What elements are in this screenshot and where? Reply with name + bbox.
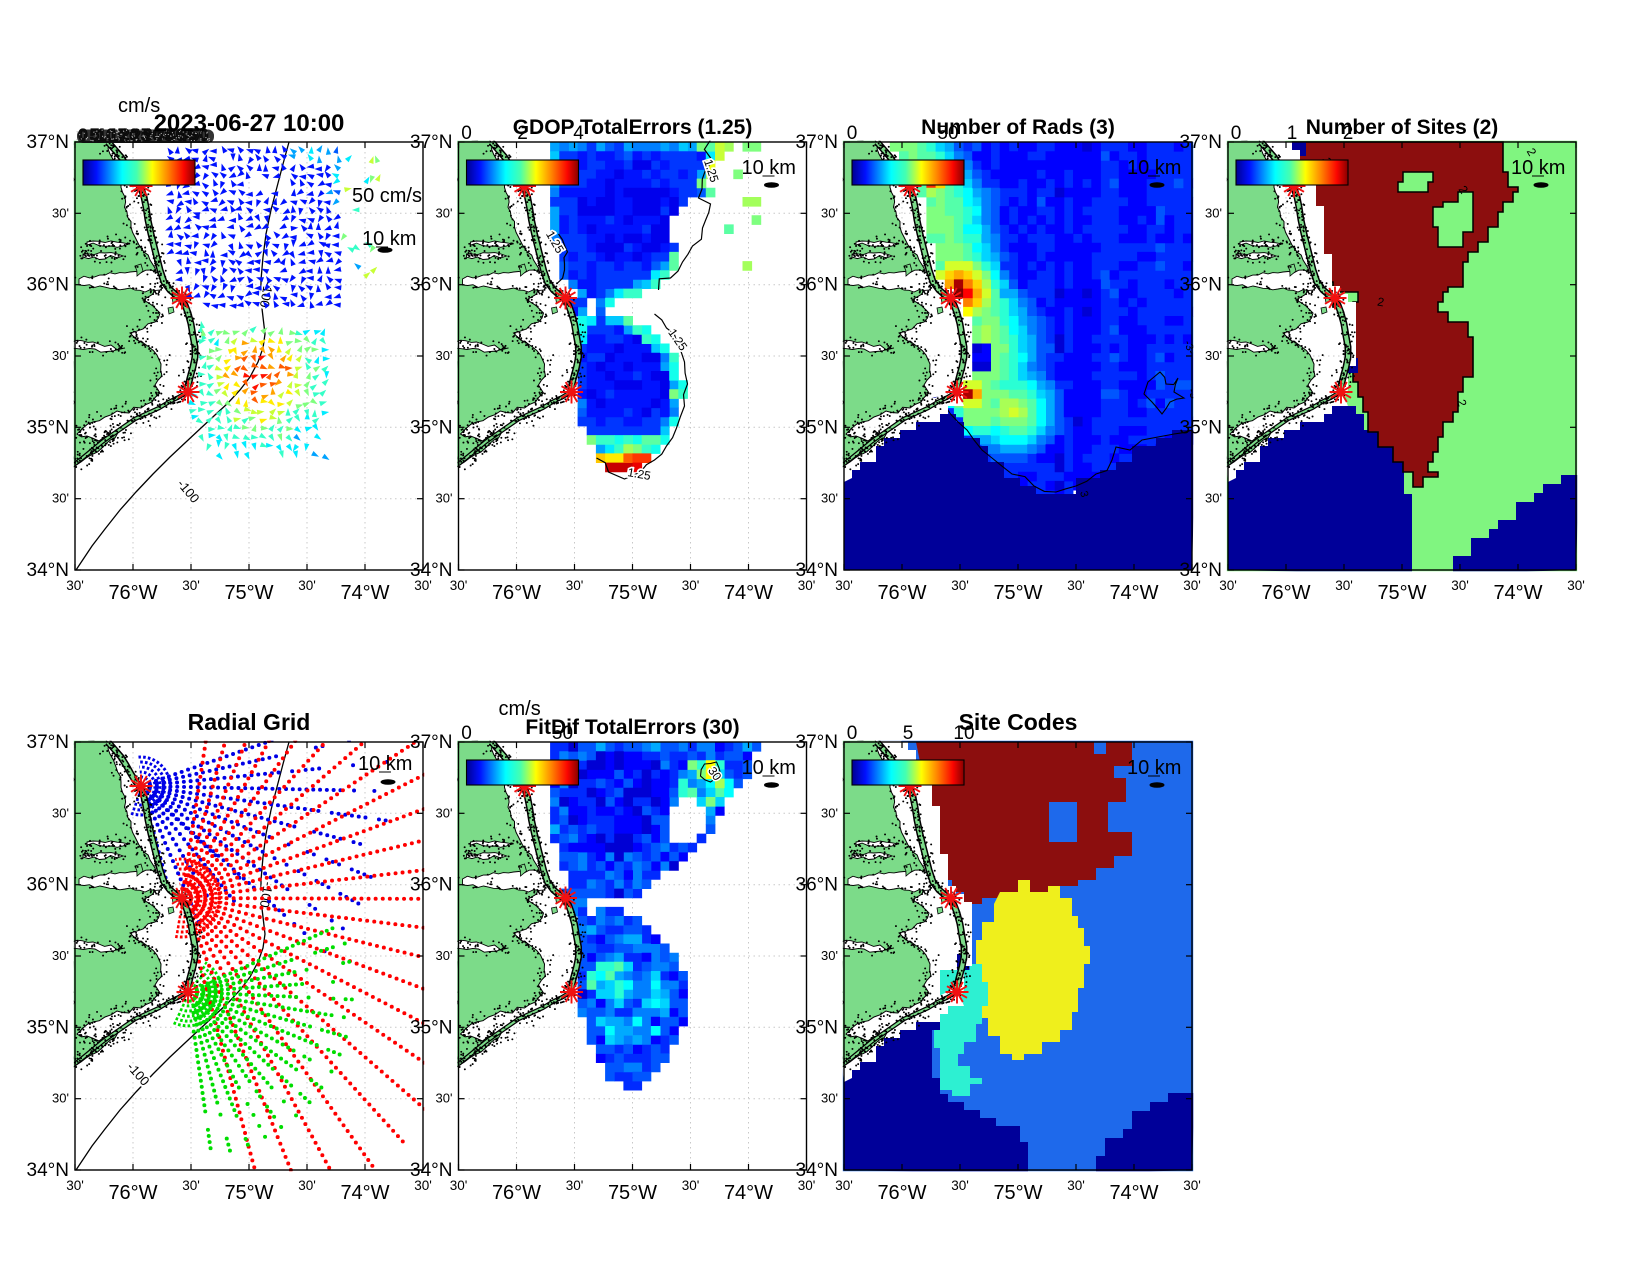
svg-text:5: 5 <box>90 126 99 145</box>
svg-text:10 km: 10 km <box>742 157 796 179</box>
svg-text:5: 5 <box>903 723 914 744</box>
svg-text:1.25: 1.25 <box>626 465 652 483</box>
svg-text:Site Codes: Site Codes <box>959 709 1078 735</box>
svg-text:-3-: -3- <box>1185 387 1201 404</box>
svg-text:cm/s: cm/s <box>118 95 160 117</box>
svg-text:30: 30 <box>143 126 162 145</box>
svg-text:0: 0 <box>78 126 87 145</box>
svg-text:GDOP TotalErrors (1.25): GDOP TotalErrors (1.25) <box>513 116 753 139</box>
svg-text:50: 50 <box>190 126 209 145</box>
svg-text:-100: -100 <box>174 476 202 506</box>
svg-text:2: 2 <box>1454 398 1469 408</box>
svg-text:3: 3 <box>1077 490 1090 499</box>
svg-text:0: 0 <box>1231 123 1242 144</box>
svg-text:10: 10 <box>953 723 974 744</box>
svg-text:45: 45 <box>178 126 197 145</box>
svg-text:10: 10 <box>97 126 116 145</box>
svg-text:-100: -100 <box>124 1059 153 1088</box>
svg-text:2: 2 <box>1376 295 1385 310</box>
svg-text:Radial Grid: Radial Grid <box>188 709 311 735</box>
svg-text:10 km: 10 km <box>1127 757 1181 779</box>
svg-text:10 km: 10 km <box>742 757 796 779</box>
svg-text:2: 2 <box>1343 123 1354 144</box>
svg-text:FitDif TotalErrors (30): FitDif TotalErrors (30) <box>525 716 739 739</box>
svg-text:2: 2 <box>517 123 528 144</box>
svg-text:0: 0 <box>461 123 472 144</box>
svg-text:10 km: 10 km <box>1127 157 1181 179</box>
svg-text:0: 0 <box>847 723 858 744</box>
svg-text:Number of Sites (2): Number of Sites (2) <box>1306 116 1499 139</box>
svg-text:50: 50 <box>937 123 958 144</box>
svg-text:Number of Rads (3): Number of Rads (3) <box>921 116 1115 139</box>
svg-text:cm/s: cm/s <box>499 698 541 720</box>
svg-text:0: 0 <box>847 123 858 144</box>
svg-text:10 km: 10 km <box>358 753 412 775</box>
svg-text:10 km: 10 km <box>362 228 416 250</box>
svg-text:15: 15 <box>108 126 127 145</box>
svg-text:10 km: 10 km <box>1511 157 1565 179</box>
svg-text:50: 50 <box>552 723 573 744</box>
svg-text:1: 1 <box>1287 123 1298 144</box>
svg-text:0: 0 <box>461 723 472 744</box>
svg-text:50 cm/s: 50 cm/s <box>352 185 422 207</box>
svg-text:4: 4 <box>573 123 584 144</box>
svg-text:2023-06-27 10:00: 2023-06-27 10:00 <box>154 110 345 137</box>
